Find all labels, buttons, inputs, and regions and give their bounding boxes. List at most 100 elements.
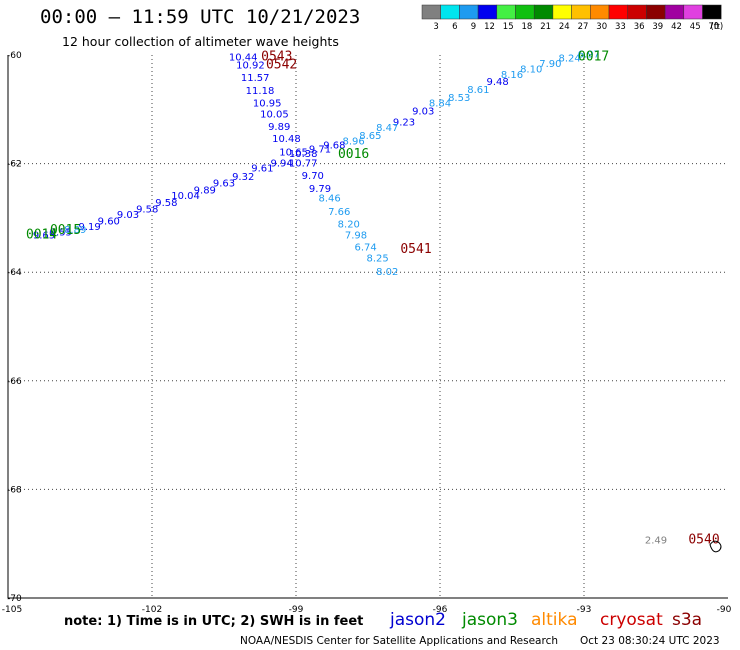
satellite-marker [709,540,722,553]
legend-swatch [496,4,516,20]
legend-bin-label: 9 [471,22,476,32]
legend-swatch [440,4,460,20]
track-time-label: 0015 [50,223,81,238]
legend-swatch [683,4,703,20]
swh-value-label: 2.49 [645,536,667,547]
legend-bin-label: 36 [634,22,645,32]
swh-value-label: 8.10 [520,64,542,75]
swh-value-label: 8.46 [318,194,340,205]
x-tick-label: -96 [433,605,448,615]
legend-swatch [477,4,498,20]
footer-timestamp: Oct 23 08:30:24 UTC 2023 [580,635,720,647]
swh-value-label: 10.05 [260,109,289,120]
swh-value-label: 10.04 [171,191,200,202]
satellite-legend-jason2: jason2 [389,610,446,630]
legend-swatch [421,4,441,20]
x-tick-label: -105 [2,605,22,615]
legend-bin-label: 70 [709,22,720,32]
legend-bin-label: 39 [652,22,663,32]
swh-value-label: 9.58 [155,198,177,209]
swh-value-label: 11.18 [246,86,275,97]
y-tick-label: -66 [7,377,22,387]
track-time-label: 0014 [26,228,57,243]
track-time-label: 0540 [688,533,719,548]
footer-note: note: 1) Time is in UTC; 2) SWH is in fe… [64,614,363,629]
swh-value-label: 9.03 [117,210,139,221]
swh-value-label: 9.23 [393,118,415,129]
swh-value-label: 8.65 [359,131,381,142]
swh-value-label: 8.25 [366,253,388,264]
swh-value-label: 9.58 [136,204,158,215]
legend-bin-label: 6 [452,22,457,32]
legend-swatch [646,4,666,20]
swh-value-label: 8.02 [376,267,398,278]
swh-value-label: 8.84 [429,99,451,110]
track-time-label: 0542 [266,58,297,73]
track-data: 6.978.247.908.108.169.488.618.538.849.03… [26,49,720,547]
swh-value-label: 9.89 [268,122,290,133]
footer-credit: NOAA/NESDIS Center for Satellite Applica… [240,635,558,647]
x-tick-label: -93 [577,605,592,615]
x-tick-label: -90 [717,605,732,615]
swh-value-label: 10.77 [289,158,318,169]
swh-value-label: 10.92 [236,61,265,72]
swh-value-label: 8.16 [501,70,523,81]
legend-swatch [459,4,479,20]
swh-value-label: 8.24 [558,54,580,65]
swh-value-label: 8.89 [64,225,86,236]
y-tick-label: -60 [7,51,22,61]
grid-lines [8,55,728,598]
satellite-legend-s3a: s3a [672,610,702,630]
legend-swatch [608,4,628,20]
legend-bin-label: 30 [596,22,607,32]
swh-value-label: 9.55 [50,227,72,238]
y-tick-label: -64 [7,268,22,278]
legend-bin-label: 27 [578,22,589,32]
x-tick-label: -99 [289,605,304,615]
footer: note: 1) Time is in UTC; 2) SWH is in fe… [64,610,720,647]
legend-unit-label: (ft) [710,22,723,32]
color-legend: 3 6 9 12 15 18 21 24 27 30 33 36 39 42 45 70(ft) [421,4,723,32]
y-tick-label: -62 [7,160,22,170]
track-time-label: 0543 [261,49,292,64]
satellite-position-icon [709,540,722,553]
track-time-label: 0016 [338,147,369,162]
swh-value-label: 8.47 [376,123,398,134]
legend-swatch [515,4,535,20]
swh-value-label: 9.71 [309,145,331,156]
legend-bin-label: 21 [540,22,551,32]
swh-value-label: 9.60 [98,216,120,227]
legend-bin-label: 45 [690,22,701,32]
swh-value-label: 8.53 [448,93,470,104]
legend-swatch [552,4,572,20]
legend-bin-label: 3 [433,22,438,32]
swh-value-label: 7.66 [328,207,350,218]
swh-value-label: 9.32 [232,172,254,183]
chart-subtitle: 12 hour collection of altimeter wave hei… [62,34,339,49]
swh-value-label: 8.61 [467,85,489,96]
swh-value-label: 7.90 [539,59,561,70]
track-time-label: 0017 [578,49,609,64]
swh-value-label: 9.79 [309,184,331,195]
swh-value-label: 9.70 [302,171,324,182]
swh-value-label: 7.98 [345,231,367,242]
swh-value-label: 9.61 [251,164,273,175]
swh-value-label: 9.48 [486,77,508,88]
satellite-legend-jason3: jason3 [461,610,518,630]
swh-value-label: 9.94 [270,158,292,169]
axis-ticks: -105 -102 -99 -96 -93 -90 -60 -62 -64 -66 -68 -70 [2,51,732,615]
x-tick-label: -102 [142,605,162,615]
legend-swatch [702,4,722,20]
legend-bin-label: 24 [559,22,570,32]
legend-swatch [664,4,685,20]
swh-value-label: 9.68 [323,140,345,151]
swh-value-label: 10.38 [289,149,318,160]
legend-bin-label: 33 [615,22,626,32]
chart-title: 00:00 – 11:59 UTC 10/21/2023 [40,6,361,28]
plot-frame [7,55,728,599]
legend-bin-label: 18 [522,22,533,32]
legend-bin-label: 42 [671,22,682,32]
legend-swatch [590,4,610,20]
legend-bin-label: 15 [503,22,514,32]
